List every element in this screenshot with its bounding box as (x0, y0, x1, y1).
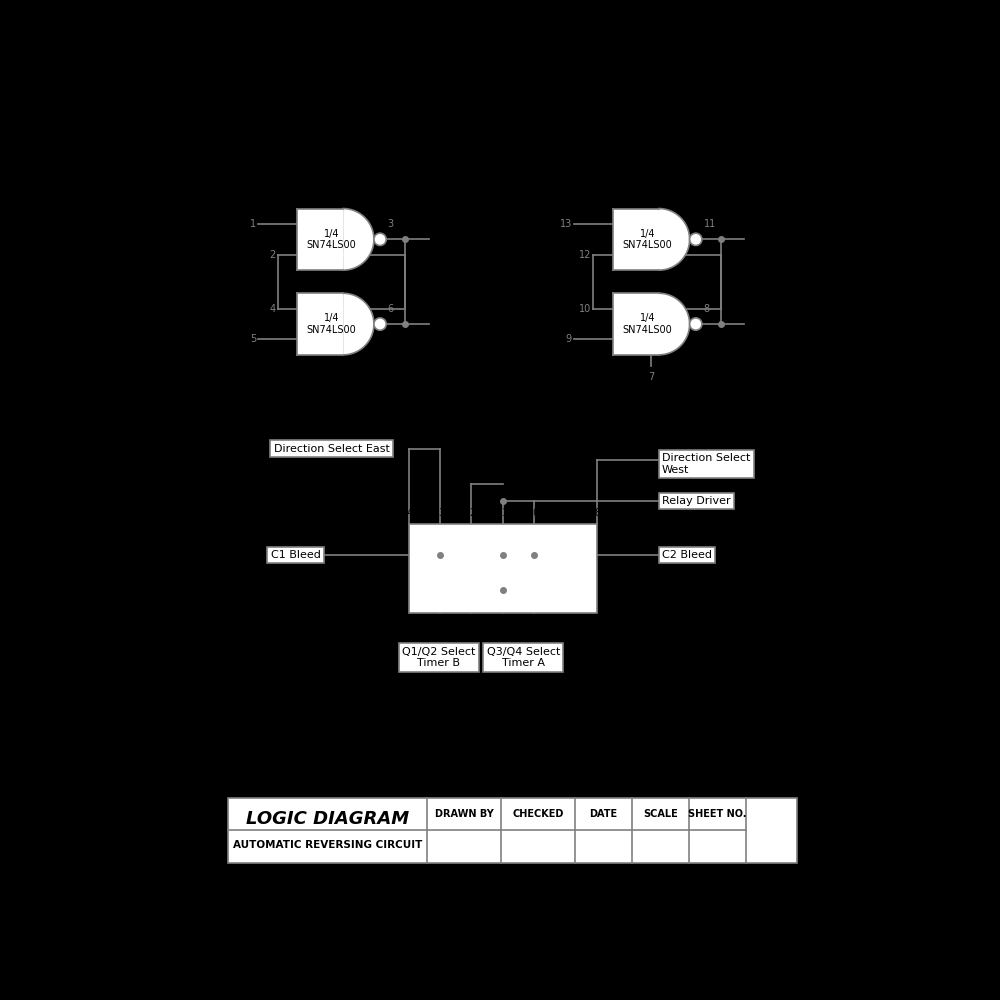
Text: Q3/Q4 Select
Timer A: Q3/Q4 Select Timer A (487, 647, 560, 668)
Circle shape (690, 318, 702, 330)
Bar (228, 798, 797, 863)
Text: SCALE: SCALE (643, 809, 678, 819)
Polygon shape (659, 209, 690, 270)
Text: Direction Select East: Direction Select East (274, 444, 390, 454)
Text: AUTOMATIC REVERSING CIRCUIT: AUTOMATIC REVERSING CIRCUIT (233, 840, 422, 850)
Text: 11: 11 (703, 219, 716, 229)
Text: 1/4
SN74LS00: 1/4 SN74LS00 (307, 229, 356, 250)
Text: 8: 8 (594, 508, 600, 518)
Text: 1/4
SN74LS00: 1/4 SN74LS00 (622, 229, 672, 250)
Text: 5: 5 (531, 619, 537, 629)
Text: CHECKED: CHECKED (512, 809, 564, 819)
Text: 4: 4 (269, 304, 275, 314)
Text: 7: 7 (648, 372, 654, 382)
Text: 10: 10 (579, 304, 591, 314)
Text: 14: 14 (402, 508, 415, 518)
Polygon shape (613, 209, 659, 270)
Text: 1/4
SN74LS00: 1/4 SN74LS00 (307, 313, 356, 335)
Text: C2 Bleed: C2 Bleed (662, 550, 712, 560)
Circle shape (374, 318, 386, 330)
Polygon shape (659, 293, 690, 355)
Text: LOGIC DIAGRAM: LOGIC DIAGRAM (246, 810, 409, 828)
Text: 3: 3 (468, 619, 474, 629)
Text: 13: 13 (434, 508, 446, 518)
Text: 7: 7 (594, 619, 600, 629)
Polygon shape (343, 293, 374, 355)
Text: 2: 2 (437, 619, 443, 629)
Polygon shape (297, 293, 343, 355)
Polygon shape (343, 209, 374, 270)
Text: 11: 11 (497, 508, 509, 518)
Text: 3: 3 (388, 219, 394, 229)
Text: 5: 5 (250, 334, 256, 344)
Text: 1: 1 (250, 219, 256, 229)
Text: 13: 13 (560, 219, 572, 229)
Text: 12: 12 (579, 250, 591, 260)
Text: 12: 12 (465, 508, 478, 518)
Text: 9: 9 (566, 334, 572, 344)
Circle shape (690, 233, 702, 246)
Polygon shape (297, 209, 343, 270)
Text: Relay Driver: Relay Driver (662, 496, 731, 506)
Text: DATE: DATE (590, 809, 618, 819)
Text: C1 Bleed: C1 Bleed (271, 550, 321, 560)
Text: Q1/Q2 Select
Timer B: Q1/Q2 Select Timer B (402, 647, 475, 668)
Text: Direction Select
West: Direction Select West (662, 453, 750, 475)
Text: 6: 6 (563, 619, 569, 629)
Text: SHEET NO.: SHEET NO. (688, 809, 747, 819)
Circle shape (374, 233, 386, 246)
Text: 9: 9 (563, 508, 569, 518)
Text: 10: 10 (528, 508, 540, 518)
Bar (409, 524, 597, 613)
Text: 1: 1 (405, 619, 412, 629)
Text: 6: 6 (388, 304, 394, 314)
Text: 1/4
SN74LS00: 1/4 SN74LS00 (622, 313, 672, 335)
Polygon shape (613, 293, 659, 355)
Text: 8: 8 (703, 304, 710, 314)
Text: 4: 4 (500, 619, 506, 629)
Text: DRAWN BY: DRAWN BY (435, 809, 493, 819)
Text: 2: 2 (269, 250, 275, 260)
